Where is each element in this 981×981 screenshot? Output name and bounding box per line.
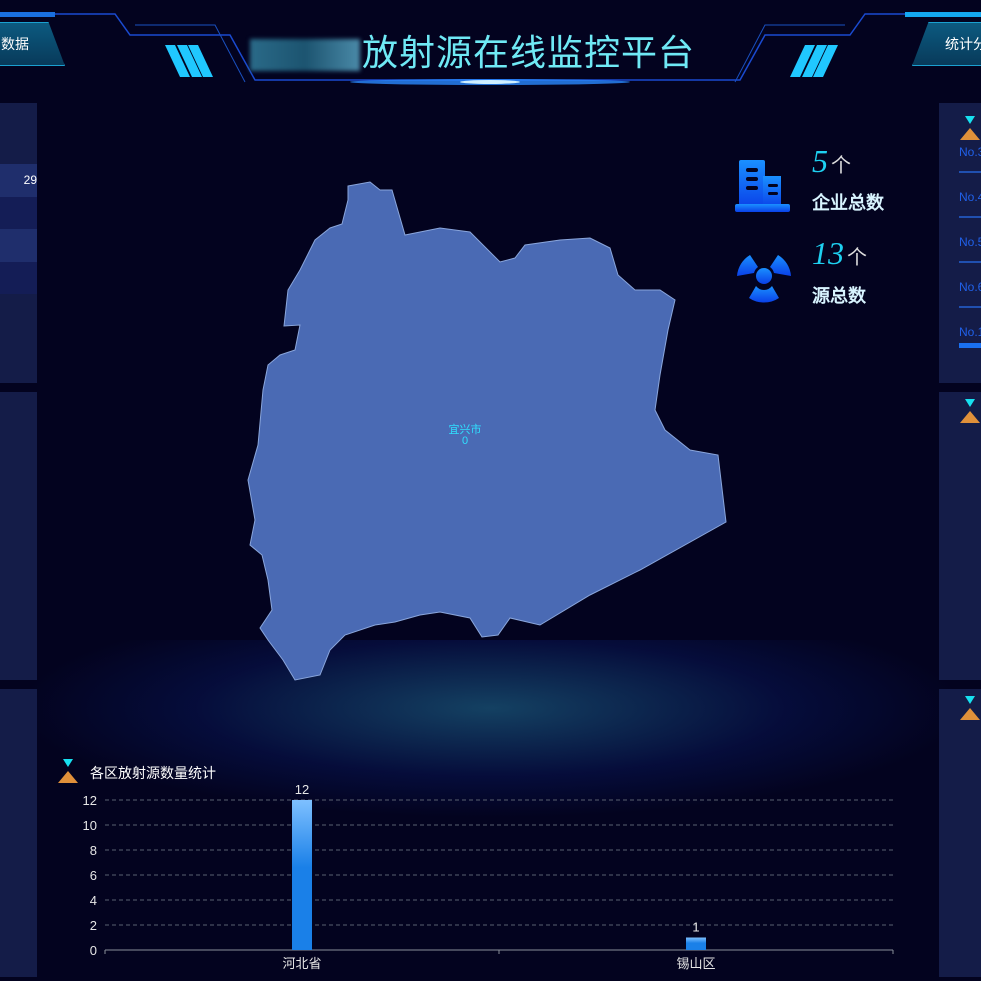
y-tick-label: 8: [90, 843, 97, 858]
rank-item[interactable]: No.5: [959, 235, 981, 249]
divider: [959, 171, 981, 173]
left-panel-top: 29: [0, 103, 37, 383]
hourglass-icon: [960, 399, 980, 425]
nav-button-right[interactable]: 统计分: [912, 22, 981, 66]
rank-item[interactable]: No.3: [959, 145, 981, 159]
hourglass-icon: [58, 759, 78, 785]
left-panel-bottom: [0, 689, 37, 977]
source-count-unit: 个: [847, 247, 867, 269]
bar: [292, 800, 312, 950]
y-tick-label: 2: [90, 918, 97, 933]
list-row-value: 29: [23, 173, 37, 187]
divider: [959, 306, 981, 308]
list-row[interactable]: [0, 262, 37, 294]
bar: [686, 937, 706, 950]
bar-data-label: 1: [692, 920, 699, 935]
header: 放射源在线监控平台 数据 统计分: [0, 0, 981, 95]
enterprise-count-value: 5: [812, 143, 828, 179]
bar-data-label: 12: [295, 782, 309, 797]
rank-item[interactable]: No.1: [959, 325, 981, 339]
right-panel-top: [939, 103, 981, 383]
source-count-label: 源总数: [812, 286, 866, 306]
building-icon: [735, 160, 790, 212]
y-tick-label: 4: [90, 893, 97, 908]
divider: [959, 216, 981, 218]
chart-title: 各区放射源数量统计: [90, 765, 216, 781]
hourglass-icon: [960, 696, 980, 722]
title-text: 放射源在线监控平台: [362, 32, 696, 73]
region-value: 0: [461, 435, 469, 447]
region-name: 宜兴市: [448, 424, 482, 436]
enterprise-count-unit: 个: [831, 155, 851, 177]
y-tick-label: 0: [90, 943, 97, 958]
map-region-label: 宜兴市 0: [440, 425, 490, 447]
source-count: 13 个: [812, 235, 867, 272]
right-panel-bottom: [939, 689, 981, 977]
blurred-title-prefix: [250, 39, 360, 72]
y-tick-label: 6: [90, 868, 97, 883]
enterprise-count-label: 企业总数: [812, 193, 884, 213]
progress-bar: [959, 343, 981, 348]
list-row[interactable]: [0, 164, 37, 197]
divider: [959, 261, 981, 263]
source-count-value: 13: [812, 235, 844, 271]
radiation-icon: [737, 255, 791, 303]
list-row[interactable]: [0, 229, 37, 262]
x-tick-label: 锡山区: [676, 956, 715, 971]
right-panel-middle: [939, 392, 981, 680]
rank-item[interactable]: No.4: [959, 190, 981, 204]
left-panel-middle: [0, 392, 37, 680]
page-title: 放射源在线监控平台: [250, 24, 695, 76]
x-tick-label: 河北省: [282, 956, 321, 971]
background-earth-glow: [0, 640, 981, 981]
map-region-yixing[interactable]: [247, 181, 727, 681]
rank-item[interactable]: No.6: [959, 280, 981, 294]
list-row[interactable]: [0, 197, 37, 229]
y-tick-label: 12: [83, 793, 97, 808]
header-frame: [0, 12, 981, 85]
y-tick-label: 10: [83, 818, 97, 833]
hourglass-icon: [960, 116, 980, 142]
